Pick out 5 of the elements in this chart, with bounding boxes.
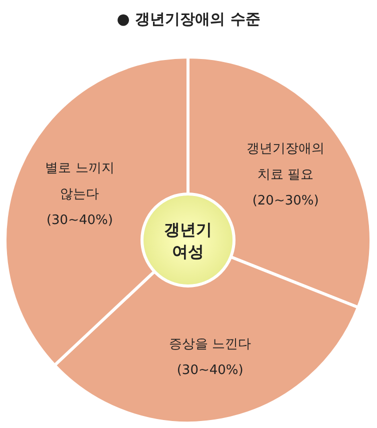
chart-title: ● 갱년기장애의 수준 — [116, 10, 260, 28]
slice-label: 증상을 느낀다 (30~40%) — [169, 336, 252, 378]
slice-label: 별로 느끼지 않는다 (30~40%) — [45, 161, 114, 228]
text: 갱년기 여성 — [164, 220, 212, 261]
slice-label: 갱년기장애의 치료 필요 (20~30%) — [246, 142, 325, 209]
